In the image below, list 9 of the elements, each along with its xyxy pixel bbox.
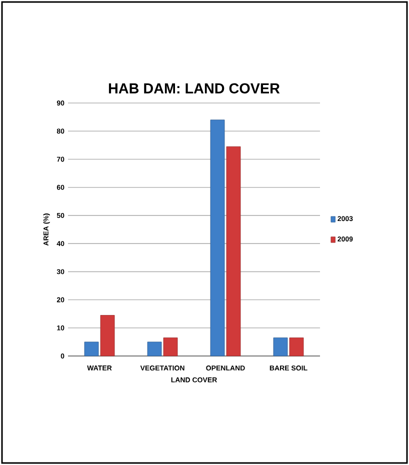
chart-title: HAB DAM: LAND COVER [108,83,280,94]
bar [226,146,241,356]
bar [289,338,304,356]
bar [210,120,225,356]
bar [163,338,178,356]
bar [100,315,115,356]
bar [84,342,99,356]
bar [147,342,162,356]
bar [273,338,288,356]
